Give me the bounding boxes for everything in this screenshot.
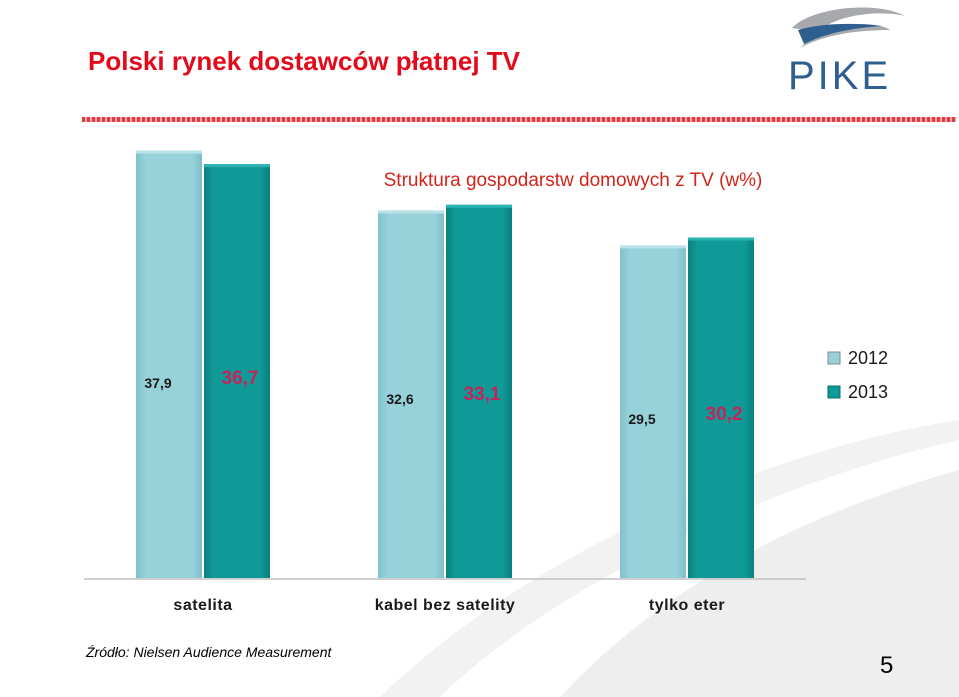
chart-title: Struktura gospodarstw domowych z TV (w%) <box>384 170 763 191</box>
logo-text: PIKE <box>788 54 892 98</box>
bar-2013-0 <box>204 164 270 578</box>
bar-top-2012-0 <box>136 150 202 154</box>
bar-2012-1 <box>378 210 444 578</box>
legend-swatch-2013 <box>827 385 841 399</box>
bar-top-2013-2 <box>688 237 754 241</box>
bar-2012-2 <box>620 245 686 578</box>
category-label-0: satelita <box>173 597 232 614</box>
page-number: 5 <box>880 652 894 679</box>
data-label-2012-1: 32,6 <box>386 391 413 407</box>
bar-top-2013-1 <box>446 204 512 208</box>
legend-label-2012: 2012 <box>848 348 888 368</box>
category-label-1: kabel bez satelity <box>375 597 516 614</box>
source-note: Źródło: Nielsen Audience Measurement <box>86 644 332 660</box>
bar-2012-0 <box>136 150 202 579</box>
data-label-2013-0: 36,7 <box>222 368 259 389</box>
legend-label-2013: 2013 <box>848 382 888 402</box>
data-label-2012-0: 37,9 <box>144 375 171 391</box>
data-label-2013-2: 30,2 <box>706 404 743 425</box>
bar-top-2013-0 <box>204 164 270 168</box>
bar-top-2012-1 <box>378 210 444 214</box>
legend-swatch-2012 <box>827 351 841 365</box>
data-label-2012-2: 29,5 <box>628 411 655 427</box>
category-label-2: tylko eter <box>649 597 725 614</box>
title-divider <box>82 117 956 122</box>
bar-top-2012-2 <box>620 245 686 249</box>
slide-title: Polski rynek dostawców płatnej TV <box>88 46 521 76</box>
pike-logo: PIKE <box>770 0 930 100</box>
data-label-2013-1: 33,1 <box>464 384 501 405</box>
bar-2013-1 <box>446 204 512 579</box>
bar-2013-2 <box>688 237 754 578</box>
